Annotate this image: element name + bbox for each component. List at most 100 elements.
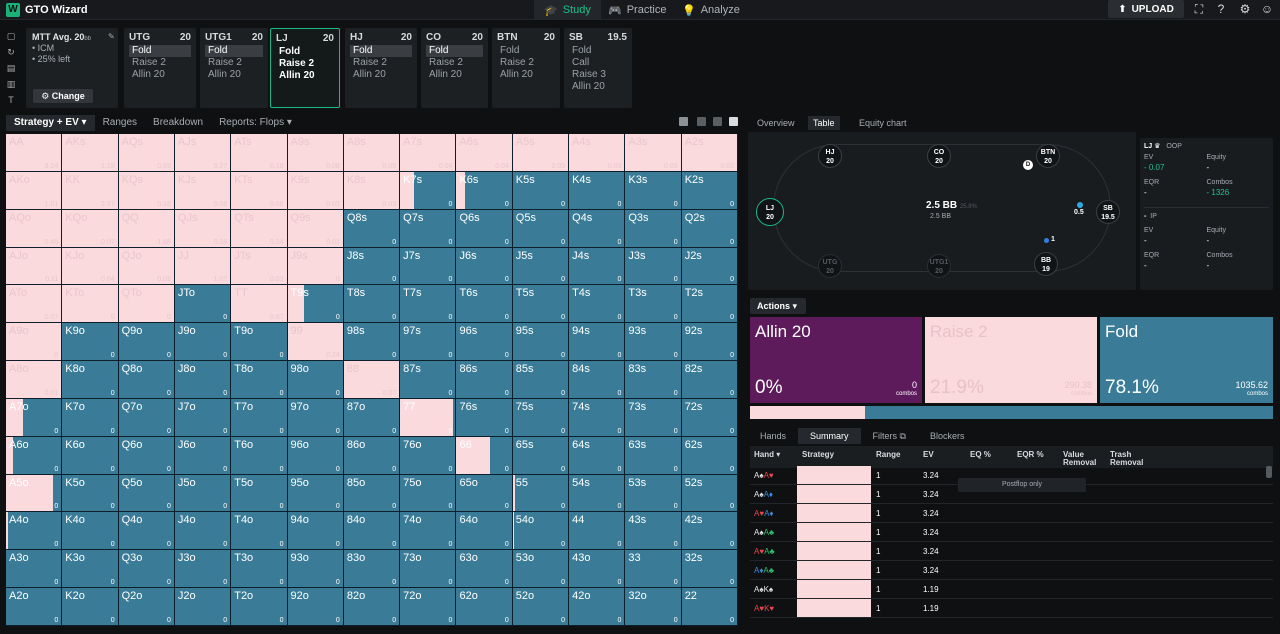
- hand-cell[interactable]: 54o 0: [512, 512, 570, 551]
- hand-cell[interactable]: 84o 0: [343, 512, 401, 551]
- hand-cell[interactable]: 99 0.24: [287, 323, 344, 362]
- hand-cell[interactable]: Q6o 0: [118, 436, 175, 475]
- help-icon[interactable]: ?: [1217, 2, 1225, 16]
- hand-cell[interactable]: J8o 0: [174, 361, 232, 399]
- hand-cell[interactable]: QJo 0.02: [118, 247, 175, 286]
- hand-cell[interactable]: 94o 0: [287, 512, 344, 551]
- hand-cell[interactable]: T2o 0: [231, 588, 288, 626]
- hand-cell[interactable]: K8s 0.03: [343, 171, 401, 210]
- hand-cell[interactable]: 93o 0: [287, 550, 344, 589]
- hand-cell[interactable]: 97o 0: [287, 398, 344, 437]
- hand-cell[interactable]: 63s 0: [625, 436, 682, 475]
- hand-cell[interactable]: JTs 0.03: [231, 247, 288, 286]
- seat-action[interactable]: Raise 2: [500, 57, 534, 68]
- hand-cell[interactable]: J6s 0: [456, 247, 513, 286]
- hand-cell[interactable]: 97s 0: [400, 323, 457, 362]
- hands-scrollbar[interactable]: [1266, 466, 1272, 478]
- hand-cell[interactable]: 95o 0: [287, 474, 344, 513]
- seat-action[interactable]: Fold: [500, 45, 520, 56]
- hand-cell[interactable]: KK 2.37: [62, 171, 119, 210]
- hand-cell[interactable]: JJ 1.07: [174, 247, 232, 286]
- hand-cell[interactable]: 98o 0: [287, 361, 344, 399]
- hand-cell[interactable]: 22 0: [681, 588, 738, 626]
- hand-cell[interactable]: 43s 0: [625, 512, 682, 551]
- view-single-icon[interactable]: [679, 117, 688, 126]
- hand-cell[interactable]: 86o 0: [343, 436, 401, 475]
- hand-cell[interactable]: 92s 0: [681, 323, 738, 362]
- hand-cell[interactable]: 75s 0: [512, 398, 570, 437]
- seat-action[interactable]: Raise 2: [279, 58, 315, 69]
- hand-row[interactable]: A♥K♥ 1 1.19: [750, 599, 1273, 618]
- hand-cell[interactable]: Q4s 0: [569, 209, 626, 248]
- hand-cell[interactable]: Q4o 0: [118, 512, 175, 551]
- hand-cell[interactable]: J5s 0: [512, 247, 570, 286]
- hand-cell[interactable]: 52o 0: [512, 588, 570, 626]
- hand-cell[interactable]: 44 0: [569, 512, 626, 551]
- column-header[interactable]: EQ %: [970, 450, 991, 459]
- hand-cell[interactable]: 33 0: [625, 550, 682, 589]
- action-allin[interactable]: Allin 20 0% 0 combos: [750, 317, 922, 403]
- table-seat-co[interactable]: CO 20: [927, 144, 951, 168]
- hand-cell[interactable]: J4o 0: [174, 512, 232, 551]
- hand-cell[interactable]: AJo 0.11: [6, 247, 63, 286]
- seat-action[interactable]: Fold: [205, 45, 263, 57]
- hand-cell[interactable]: KQs 0.18: [118, 171, 175, 210]
- hand-cell[interactable]: K6o 0: [62, 436, 119, 475]
- nav-analyze[interactable]: 💡 Analyze: [672, 0, 750, 20]
- column-header[interactable]: Trash Removal: [1110, 450, 1144, 467]
- hand-cell[interactable]: Q5s 0: [512, 209, 570, 248]
- tab-equity[interactable]: Equity chart: [859, 118, 907, 128]
- hand-cell[interactable]: 84s 0: [569, 361, 626, 399]
- hand-cell[interactable]: A2o 0: [6, 588, 63, 626]
- column-header[interactable]: Range: [876, 450, 901, 459]
- hand-cell[interactable]: 42s 0: [681, 512, 738, 551]
- seat-action[interactable]: Fold: [426, 45, 483, 57]
- hand-cell[interactable]: Q3o 0: [118, 550, 175, 589]
- hand-cell[interactable]: 83s 0: [625, 361, 682, 399]
- hand-cell[interactable]: J9s 0: [287, 247, 344, 286]
- seat-action[interactable]: Allin 20: [500, 69, 533, 80]
- hand-cell[interactable]: Q5o 0: [118, 474, 175, 513]
- gear-icon[interactable]: ⚙: [1239, 2, 1251, 16]
- tab-summary[interactable]: Summary: [798, 428, 861, 444]
- hand-cell[interactable]: K5s 0: [512, 171, 570, 210]
- tab-breakdown[interactable]: Breakdown: [153, 117, 204, 128]
- column-header[interactable]: Hand ▾: [754, 450, 781, 459]
- seat-action[interactable]: Fold: [279, 46, 301, 57]
- hand-cell[interactable]: 74s 0: [569, 398, 626, 437]
- hand-cell[interactable]: 43o 0: [569, 550, 626, 589]
- hand-cell[interactable]: J8s 0: [343, 247, 401, 286]
- hand-cell[interactable]: AQo 0.45: [6, 209, 63, 248]
- hand-cell[interactable]: 32s 0: [681, 550, 738, 589]
- hand-row[interactable]: A♠K♠ 1 1.19: [750, 580, 1273, 599]
- hand-cell[interactable]: 32o 0: [625, 588, 682, 626]
- hand-cell[interactable]: Q7s 0: [400, 209, 457, 248]
- app-logo[interactable]: W GTO Wizard: [6, 3, 88, 17]
- nav-practice[interactable]: 🎮 Practice: [598, 0, 676, 20]
- view-grid-icon[interactable]: [713, 117, 722, 126]
- hand-cell[interactable]: K7s 0: [400, 171, 457, 210]
- hand-cell[interactable]: QQ 1.68: [118, 209, 175, 248]
- seat-action[interactable]: Allin 20: [429, 69, 462, 80]
- hand-cell[interactable]: QTs 0.04: [231, 209, 288, 248]
- hand-cell[interactable]: Q2o 0: [118, 588, 175, 626]
- hand-cell[interactable]: 53o 0: [512, 550, 570, 589]
- actions-dropdown[interactable]: Actions ▾: [750, 298, 806, 314]
- hand-cell[interactable]: 85o 0: [343, 474, 401, 513]
- hand-cell[interactable]: Q8s 0: [343, 209, 401, 248]
- hand-cell[interactable]: 95s 0: [512, 323, 570, 362]
- seat-action[interactable]: Raise 2: [429, 57, 463, 68]
- screenshot-icon[interactable]: ⛶: [1194, 2, 1204, 16]
- hand-cell[interactable]: A4s 0.03: [569, 134, 626, 172]
- hand-cell[interactable]: T9s 0: [287, 285, 344, 324]
- tab-table[interactable]: Table: [808, 116, 840, 130]
- hand-cell[interactable]: 63o 0: [456, 550, 513, 589]
- hand-cell[interactable]: KTo 0: [62, 285, 119, 324]
- hand-cell[interactable]: T7s 0: [400, 285, 457, 324]
- edit-icon[interactable]: ✎: [108, 32, 115, 41]
- hand-cell[interactable]: K3o 0: [62, 550, 119, 589]
- hand-cell[interactable]: A8o 0.01: [6, 361, 63, 399]
- hand-cell[interactable]: 64o 0: [456, 512, 513, 551]
- hand-cell[interactable]: 73o 0: [400, 550, 457, 589]
- hand-cell[interactable]: 76o 0: [400, 436, 457, 475]
